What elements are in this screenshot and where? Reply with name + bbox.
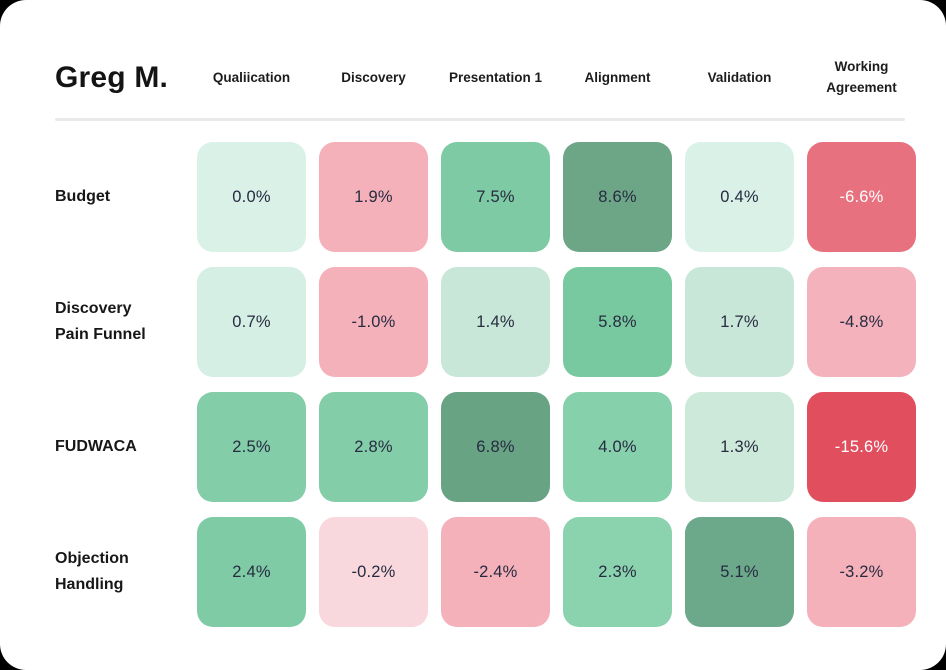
heatmap-cell[interactable]: 1.7% [685,267,794,377]
heatmap-cell[interactable]: 5.8% [563,267,672,377]
row-label-budget: Budget [55,188,111,206]
heatmap-cell[interactable]: -0.2% [319,517,428,627]
heatmap-cell[interactable]: 1.4% [441,267,550,377]
column-header-qualiication: Qualiication [212,69,291,85]
header-divider [55,118,905,121]
heatmap-cell[interactable]: 1.9% [319,142,428,252]
column-header-discovery: Discovery [341,69,406,85]
heatmap-cell[interactable]: 5.1% [685,517,794,627]
heatmap-cell[interactable]: 8.6% [563,142,672,252]
heatmap-cell[interactable]: 4.0% [563,392,672,502]
heatmap-cell[interactable]: 1.3% [685,392,794,502]
column-header-presentation-1: Presentation 1 [448,69,543,85]
heatmap-cell[interactable]: -15.6% [807,392,916,502]
row-label-fudwaca: FUDWACA [55,438,137,456]
heatmap-cell[interactable]: 7.5% [441,142,550,252]
heatmap-cell[interactable]: 2.8% [319,392,428,502]
header-row: Greg M. Qualiication Discovery Presentat… [55,38,916,118]
page-title: Greg M. [55,61,169,94]
heatmap-cell[interactable]: 0.4% [685,142,794,252]
heatmap-cell[interactable]: 6.8% [441,392,550,502]
row-label-discovery-pain-funnel: Discovery Pain Funnel [55,300,146,343]
heatmap-cell[interactable]: 2.5% [197,392,306,502]
column-header-validation: Validation [707,69,772,85]
heatmap-cell[interactable]: 2.3% [563,517,672,627]
column-header-alignment: Alignment [584,69,651,85]
heatmap-cell[interactable]: -1.0% [319,267,428,377]
heatmap-cell[interactable]: -3.2% [807,517,916,627]
heatmap-cell[interactable]: -4.8% [807,267,916,377]
heatmap-cell[interactable]: 0.0% [197,142,306,252]
row-label-objection-handling: Objection Handling [55,550,129,593]
heatmap-cell[interactable]: -6.6% [807,142,916,252]
heatmap-cell[interactable]: 2.4% [197,517,306,627]
heatmap-cell[interactable]: 0.7% [197,267,306,377]
heatmap-cell[interactable]: -2.4% [441,517,550,627]
column-header-working-agreement: Working Agreement [826,59,897,95]
heatmap-grid: Budget 0.0% 1.9% 7.5% 8.6% 0.4% -6.6% Di… [55,142,916,627]
